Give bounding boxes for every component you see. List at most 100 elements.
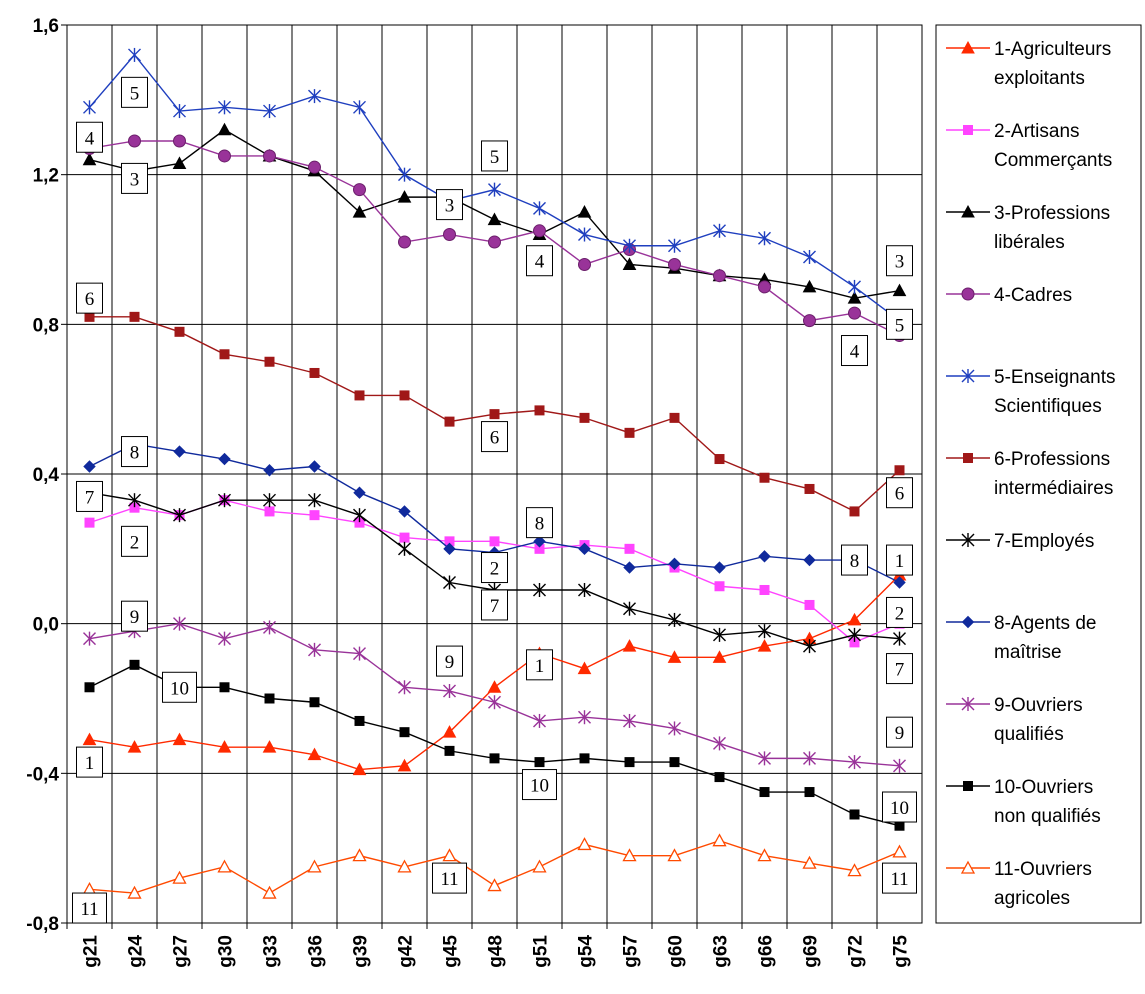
annotation-label: 8 xyxy=(130,443,140,464)
annotation-label: 6 xyxy=(490,428,500,449)
data-point xyxy=(803,553,816,567)
data-point xyxy=(173,104,186,119)
annotation-box xyxy=(841,544,868,576)
annotation-box xyxy=(76,121,103,153)
annotation-label: 7 xyxy=(895,660,905,681)
annotation-label: 9 xyxy=(445,652,455,673)
series-9 xyxy=(83,616,906,773)
data-point xyxy=(219,349,230,360)
legend-label: libérales xyxy=(994,232,1065,253)
legend-label: 11-Ouvriers xyxy=(994,859,1092,880)
y-tick-label: 0,0 xyxy=(33,615,59,636)
data-point xyxy=(802,855,817,869)
annotation: 6 xyxy=(481,421,508,453)
x-tick-label: g39 xyxy=(351,935,372,968)
data-point xyxy=(847,291,862,304)
annotation: 1 xyxy=(76,746,103,778)
annotation-label: 11 xyxy=(80,899,98,920)
annotation: 1 xyxy=(526,649,553,681)
legend-item-9: 9-Ouvriers qualifiés xyxy=(946,695,1083,745)
grid xyxy=(67,24,922,924)
legend-label: non qualifiés xyxy=(994,806,1101,827)
data-point xyxy=(579,753,590,764)
data-point xyxy=(713,561,726,574)
data-point xyxy=(894,820,905,831)
annotation-box xyxy=(886,477,913,509)
annotation-box xyxy=(432,862,467,894)
data-point xyxy=(353,486,366,499)
data-point xyxy=(443,228,456,242)
annotation-box xyxy=(886,544,913,576)
data-point xyxy=(848,755,861,770)
annotation-box xyxy=(121,76,148,108)
annotation-box xyxy=(121,162,148,194)
data-point xyxy=(399,390,410,401)
annotation-label: 9 xyxy=(130,607,140,628)
data-point xyxy=(84,682,95,693)
data-point xyxy=(623,561,636,574)
y-tick-label: -0,8 xyxy=(26,914,59,935)
x-tick-label: g36 xyxy=(306,935,327,968)
legend-item-2: 2-Artisans Commerçants xyxy=(946,121,1112,171)
data-point xyxy=(533,201,546,216)
annotation-label: 11 xyxy=(440,869,458,890)
annotation: 8 xyxy=(526,507,553,539)
x-tick-label: g42 xyxy=(396,935,417,968)
data-point xyxy=(352,762,367,776)
x-tick-label: g24 xyxy=(126,935,147,968)
annotation: 9 xyxy=(121,600,148,632)
legend-label: qualifiés xyxy=(994,724,1064,745)
data-point xyxy=(397,758,412,772)
data-point xyxy=(263,104,276,119)
data-point xyxy=(443,575,456,590)
series-4 xyxy=(83,134,906,343)
annotation-label: 7 xyxy=(490,596,500,617)
legend-label: exploitants xyxy=(994,68,1085,89)
x-tick-label: g69 xyxy=(801,935,822,968)
data-point xyxy=(129,659,140,670)
annotation-box xyxy=(481,140,508,172)
data-point xyxy=(849,809,860,820)
data-point xyxy=(488,695,501,710)
annotation-label: 2 xyxy=(895,603,905,624)
data-point xyxy=(758,751,771,766)
data-point xyxy=(622,639,637,652)
legend-label: maîtrise xyxy=(994,642,1062,663)
legend-item-5: 5-Enseignants Scientifiques xyxy=(946,367,1115,417)
data-point xyxy=(127,740,142,753)
data-point xyxy=(83,460,96,473)
data-point xyxy=(894,465,905,476)
data-point xyxy=(848,627,861,642)
data-point xyxy=(712,833,727,847)
data-point xyxy=(579,412,590,423)
data-point xyxy=(172,732,187,746)
data-point xyxy=(398,235,411,249)
data-point xyxy=(713,223,726,238)
legend-label: 1-Agriculteurs xyxy=(994,39,1111,60)
annotation-box xyxy=(76,282,103,314)
data-point xyxy=(622,257,637,270)
data-point xyxy=(622,848,637,862)
data-point xyxy=(263,464,276,477)
data-point xyxy=(353,183,366,197)
annotation-box xyxy=(886,596,913,628)
data-point xyxy=(713,627,726,642)
data-point xyxy=(533,582,546,597)
data-point xyxy=(173,134,186,148)
legend-box xyxy=(935,24,1142,924)
data-point xyxy=(847,863,862,877)
data-point xyxy=(759,472,770,483)
data-point xyxy=(714,772,725,783)
data-point xyxy=(624,757,635,768)
annotation-label: 8 xyxy=(850,551,860,572)
annotation-label: 6 xyxy=(85,289,95,310)
data-point xyxy=(128,134,141,148)
data-point xyxy=(577,837,592,851)
y-tick-label: -0,4 xyxy=(26,764,59,785)
legend-item-4: 4-Cadres xyxy=(946,285,1072,306)
annotation-label: 5 xyxy=(490,147,500,168)
series-11 xyxy=(82,833,907,899)
data-point xyxy=(398,505,411,518)
series-8 xyxy=(83,437,906,589)
